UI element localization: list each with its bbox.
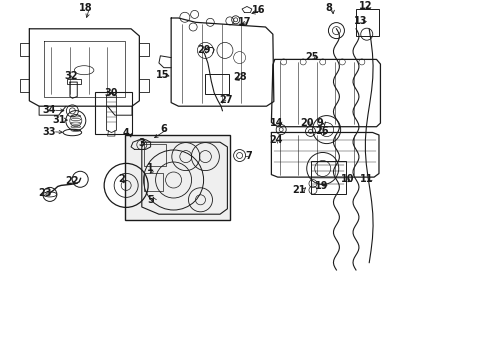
Text: 18: 18 [79,3,92,13]
Text: 13: 13 [353,16,367,26]
Text: 9: 9 [316,118,323,128]
Bar [124,135,229,220]
Text: 6: 6 [160,124,167,134]
Text: 25: 25 [305,52,318,62]
Text: 28: 28 [232,72,246,82]
Text: 17: 17 [237,17,251,27]
Text: 16: 16 [252,5,265,15]
Text: 27: 27 [219,95,232,105]
Bar [67,79,81,84]
Text: 10: 10 [341,174,354,184]
Text: 34: 34 [42,105,56,115]
Bar [310,161,345,194]
Text: 15: 15 [155,70,169,80]
Text: 2: 2 [118,174,124,184]
Text: 4: 4 [122,128,129,138]
Text: 11: 11 [359,174,373,184]
Text: 8: 8 [325,3,331,13]
Bar [144,144,166,166]
Text: 5: 5 [147,195,154,205]
Text: 29: 29 [197,45,211,55]
Text: 20: 20 [300,118,313,128]
Text: 32: 32 [64,71,78,81]
Text: 14: 14 [269,118,283,128]
Text: 33: 33 [42,127,56,137]
Text: 19: 19 [314,181,328,192]
Bar [95,92,132,134]
Text: 1: 1 [147,163,154,174]
Text: 26: 26 [314,126,328,136]
Text: 7: 7 [244,150,251,161]
Bar [144,173,163,191]
Text: 22: 22 [65,176,79,186]
Text: 3: 3 [138,138,145,148]
Text: 12: 12 [358,1,372,12]
Bar [205,74,228,94]
Text: 31: 31 [52,114,65,125]
Text: 21: 21 [292,185,305,195]
Text: 30: 30 [104,88,118,98]
Text: 23: 23 [38,188,52,198]
Text: 24: 24 [269,135,283,145]
Bar [355,9,379,36]
